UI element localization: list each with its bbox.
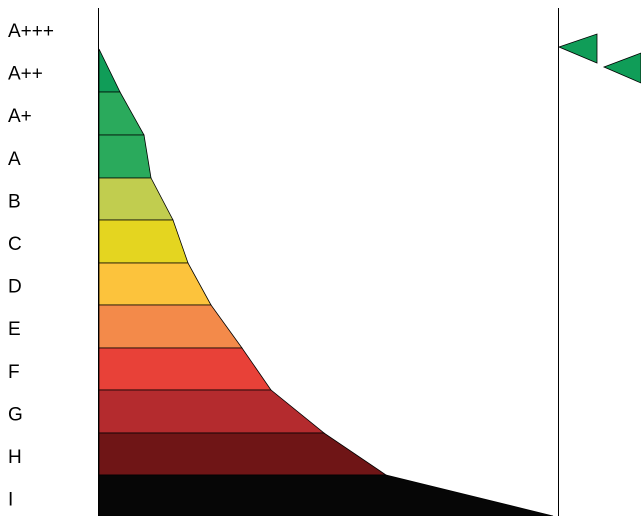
band-f <box>98 347 272 391</box>
indicator-arrow-1 <box>557 33 598 64</box>
class-label-c: C <box>8 234 22 255</box>
band-aplusplus <box>98 48 121 93</box>
band-g <box>98 389 326 434</box>
band-e <box>98 304 243 349</box>
band-a <box>98 134 152 179</box>
band-h <box>98 432 388 476</box>
band-c <box>98 219 189 264</box>
class-bands <box>98 48 554 516</box>
band-b <box>98 177 174 221</box>
class-label-d: D <box>8 277 22 298</box>
class-label-e: E <box>8 319 21 340</box>
class-label-g: G <box>8 404 23 425</box>
band-aplus <box>98 91 145 136</box>
indicator-arrow-2 <box>602 52 641 84</box>
class-label-aplus: A+ <box>8 106 32 127</box>
band-d <box>98 262 212 306</box>
class-labels: A+++ A++ A+ AB C DE FG H I <box>8 21 54 511</box>
class-label-aplusplusplus: A+++ <box>8 21 54 42</box>
class-label-i: I <box>8 490 13 511</box>
band-i <box>98 474 554 516</box>
class-label-h: H <box>8 447 22 468</box>
class-label-f: F <box>8 362 20 383</box>
indicator-markers <box>557 33 641 84</box>
class-label-aplusplus: A++ <box>8 64 43 85</box>
class-label-a: A <box>8 149 21 170</box>
class-label-b: B <box>8 191 21 212</box>
